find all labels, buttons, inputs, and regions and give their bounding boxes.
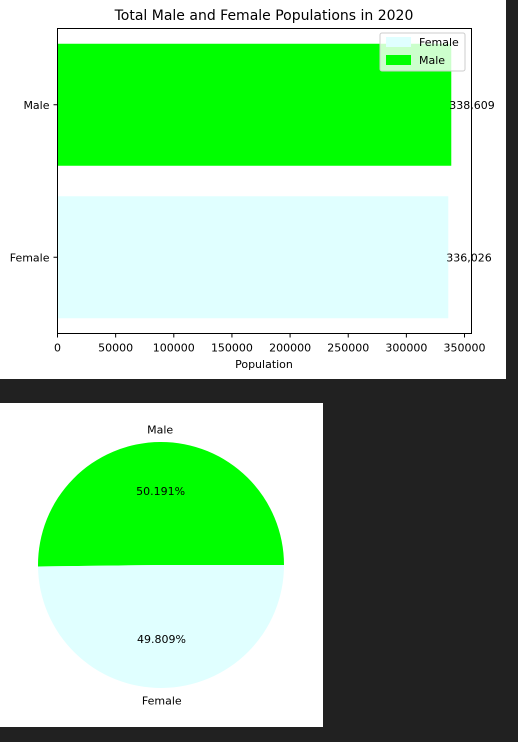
pie-label-female: Female bbox=[142, 694, 182, 707]
x-tick-label: 250000 bbox=[327, 342, 369, 355]
value-label-layer: 338,609 336,026 bbox=[446, 99, 495, 265]
y-tick-label-male: Male bbox=[23, 99, 49, 112]
x-tick-label: 150000 bbox=[211, 342, 253, 355]
plot-frame bbox=[57, 28, 472, 334]
pie-label-layer: Male 50.191% Female 49.809% bbox=[136, 424, 186, 708]
y-tick-layer: Male Female bbox=[10, 99, 58, 264]
pie-chart-figure: Male 50.191% Female 49.809% bbox=[0, 403, 323, 727]
value-label-female: 336,026 bbox=[446, 251, 492, 264]
x-tick-label: 350000 bbox=[444, 342, 486, 355]
bar-chart-title: Total Male and Female Populations in 202… bbox=[114, 8, 414, 24]
legend-label-male: Male bbox=[419, 54, 445, 67]
pie-chart-svg: Male 50.191% Female 49.809% bbox=[37, 424, 284, 708]
y-tick-label-female: Female bbox=[10, 251, 50, 264]
pie-label-male: Male bbox=[147, 424, 173, 437]
x-tick-label: 0 bbox=[54, 342, 61, 355]
bar-female bbox=[57, 196, 449, 319]
pie-layer bbox=[37, 441, 284, 688]
pie-percent-male: 50.191% bbox=[136, 485, 185, 498]
value-label-male: 338,609 bbox=[449, 99, 495, 112]
legend-swatch-male bbox=[386, 55, 411, 65]
bar-chart-svg: Total Male and Female Populations in 202… bbox=[10, 8, 495, 371]
x-tick-label: 300000 bbox=[385, 342, 427, 355]
legend-entries: Female Male bbox=[386, 36, 459, 67]
pie-percent-female: 49.809% bbox=[137, 633, 186, 646]
bar-chart-figure: Total Male and Female Populations in 202… bbox=[0, 0, 506, 379]
x-tick-layer: 0 50000 100000 150000 200000 250000 300000 3500… bbox=[54, 333, 486, 355]
x-axis-label: Population bbox=[235, 358, 293, 371]
x-tick-label: 200000 bbox=[269, 342, 311, 355]
legend-swatch-female bbox=[386, 37, 411, 47]
x-tick-label: 100000 bbox=[153, 342, 195, 355]
legend-label-female: Female bbox=[419, 36, 459, 49]
pie-slice-male bbox=[37, 441, 284, 567]
pie-slice-female bbox=[38, 565, 284, 688]
legend: Female Male bbox=[379, 32, 466, 72]
bar-layer bbox=[57, 43, 452, 319]
x-tick-label: 50000 bbox=[98, 342, 133, 355]
